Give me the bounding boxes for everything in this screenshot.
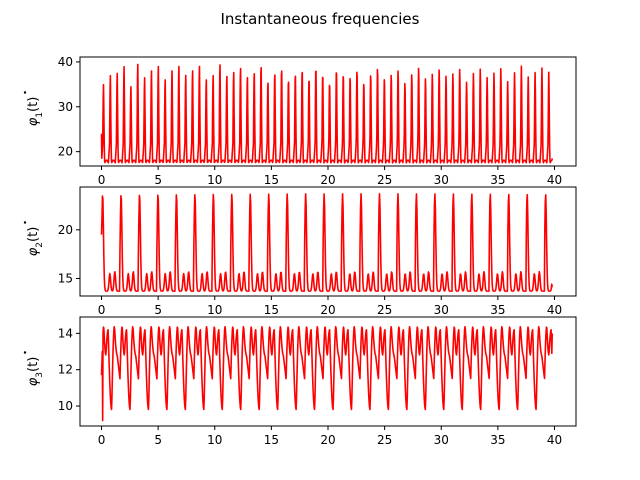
x-tick-label: 5 [154, 303, 162, 317]
x-tick-label: 0 [98, 173, 106, 187]
y-tick-label: 12 [58, 363, 73, 377]
figure-title: Instantaneous frequencies [221, 10, 420, 28]
y-tick-label: 14 [58, 326, 73, 340]
series-line-2 [100, 193, 554, 292]
x-tick-label: 0 [98, 303, 106, 317]
x-tick-label: 40 [547, 303, 562, 317]
x-tick-label: 20 [320, 173, 335, 187]
x-tick-label: 20 [320, 303, 335, 317]
derivative-dot [23, 91, 27, 94]
x-tick-label: 30 [434, 173, 449, 187]
x-tick-label: 15 [264, 303, 279, 317]
x-tick-label: 10 [207, 173, 222, 187]
y-tick-label: 20 [58, 145, 73, 159]
subplot-3: 0 5 10 15 20 25 30 35 40 10 12 14 φ3(t) [23, 316, 577, 447]
subplots: 0 5 10 15 20 25 30 35 40 20 30 40 φ1(t) 0 5 10 15 20 25 30 3… [23, 55, 577, 447]
x-tick-label: 0 [98, 433, 106, 447]
x-tick-label: 15 [264, 173, 279, 187]
subplot-2: 0 5 10 15 20 25 30 35 40 15 20 φ2(t) [23, 186, 577, 317]
x-tick-label: 20 [320, 433, 335, 447]
series-line-1 [100, 63, 554, 164]
x-tick-label: 5 [154, 173, 162, 187]
derivative-dot [23, 351, 27, 354]
y-axis-label: φ1(t) [26, 97, 45, 127]
x-tick-label: 25 [377, 433, 392, 447]
x-tick-label: 30 [434, 303, 449, 317]
y-tick-label: 40 [58, 55, 73, 69]
x-tick-label: 25 [377, 303, 392, 317]
x-tick-label: 25 [377, 173, 392, 187]
y-axis-label: φ2(t) [26, 227, 45, 257]
x-tick-label: 15 [264, 433, 279, 447]
x-tick-label: 35 [490, 173, 505, 187]
derivative-dot [23, 221, 27, 224]
x-tick-label: 40 [547, 433, 562, 447]
x-tick-label: 40 [547, 173, 562, 187]
y-axis-label: φ3(t) [26, 357, 45, 387]
x-tick-label: 10 [207, 303, 222, 317]
y-tick-label: 30 [58, 100, 73, 114]
y-tick-label: 20 [58, 223, 73, 237]
x-tick-label: 35 [490, 303, 505, 317]
series-line-3 [100, 325, 554, 422]
x-tick-label: 5 [154, 433, 162, 447]
x-tick-label: 30 [434, 433, 449, 447]
x-tick-label: 10 [207, 433, 222, 447]
x-tick-label: 35 [490, 433, 505, 447]
y-tick-label: 10 [58, 399, 73, 413]
y-tick-label: 15 [58, 271, 73, 285]
subplot-1: 0 5 10 15 20 25 30 35 40 20 30 40 φ1(t) [23, 55, 577, 187]
